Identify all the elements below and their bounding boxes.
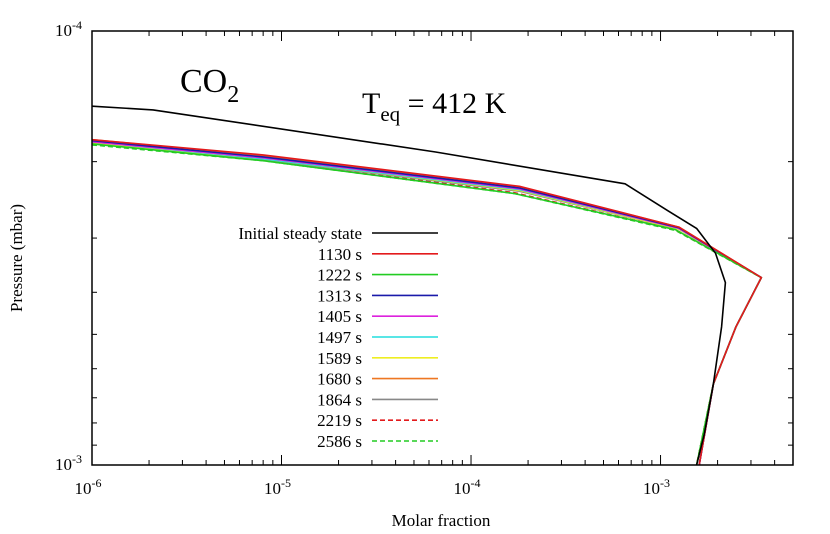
series-line bbox=[91, 138, 763, 466]
x-tick-label: 10-6 bbox=[75, 476, 102, 498]
minor-ticks bbox=[92, 31, 794, 465]
series-line bbox=[91, 141, 763, 466]
legend-label: 1130 s bbox=[318, 245, 362, 264]
series-layer bbox=[91, 105, 763, 466]
legend-label: 1864 s bbox=[317, 390, 362, 409]
plot-frame bbox=[91, 30, 794, 466]
legend-label: 2586 s bbox=[317, 432, 362, 451]
legend-label: 1313 s bbox=[317, 286, 362, 305]
tick-labels: 10-6 10-5 10-4 10-3 10-4 10-3 bbox=[55, 18, 670, 498]
series-line bbox=[91, 141, 763, 466]
series-line bbox=[91, 105, 727, 466]
x-tick-label: 10-4 bbox=[454, 476, 481, 498]
legend-label: Initial steady state bbox=[238, 224, 362, 243]
x-axis-label: Molar fraction bbox=[392, 511, 491, 530]
teq-main: T bbox=[362, 87, 380, 120]
y-axis-label: Pressure (mbar) bbox=[7, 204, 26, 312]
y-tick-label: 10-3 bbox=[55, 452, 82, 474]
legend-label: 1589 s bbox=[317, 349, 362, 368]
series-line bbox=[91, 138, 763, 466]
teq-value: = 412 K bbox=[400, 87, 506, 120]
x-tick-label: 10-5 bbox=[264, 476, 291, 498]
teq-annotation: Teq = 412 K bbox=[362, 87, 507, 126]
series-line bbox=[91, 143, 763, 466]
series-line bbox=[91, 142, 763, 466]
species-main: CO bbox=[180, 63, 227, 100]
legend-label: 2219 s bbox=[317, 411, 362, 430]
legend-label: 1222 s bbox=[317, 266, 362, 285]
species-sub: 2 bbox=[227, 82, 239, 108]
series-line bbox=[91, 142, 763, 466]
x-tick-label: 10-3 bbox=[643, 476, 670, 498]
series-line bbox=[91, 144, 763, 466]
legend-label: 1497 s bbox=[317, 328, 362, 347]
legend-label: 1405 s bbox=[317, 307, 362, 326]
teq-sub: eq bbox=[380, 102, 400, 126]
series-line bbox=[91, 143, 763, 466]
y-tick-label: 10-4 bbox=[55, 18, 82, 40]
species-annotation: CO2 bbox=[180, 63, 239, 108]
legend-label: 1680 s bbox=[317, 370, 362, 389]
series-line bbox=[91, 139, 763, 466]
